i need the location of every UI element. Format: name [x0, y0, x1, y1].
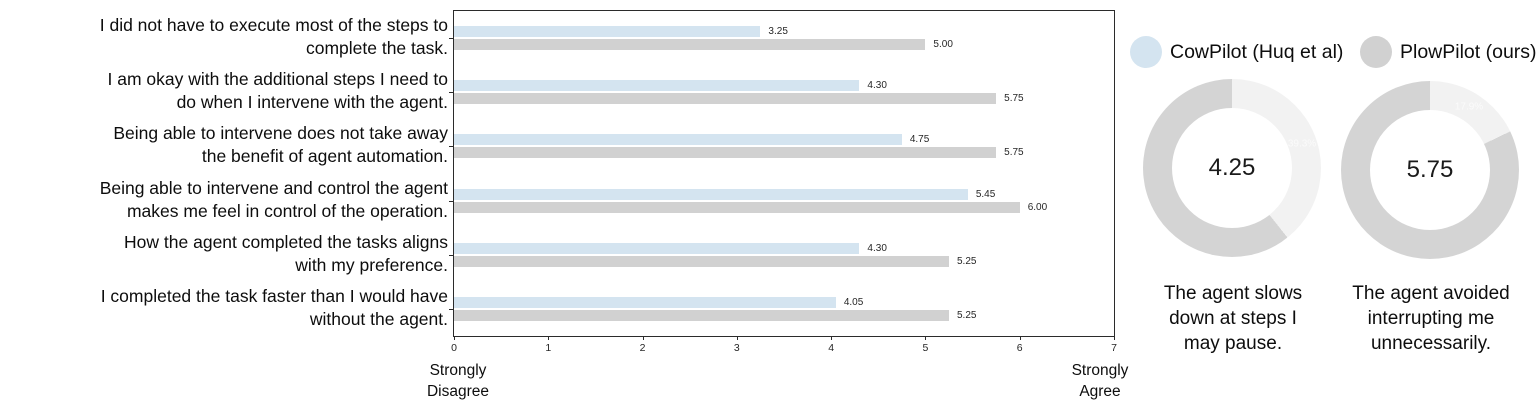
- x-axis-tick: [642, 336, 644, 340]
- axis-endpoint-label-line: Strongly: [1071, 362, 1129, 379]
- x-axis-tick: [736, 336, 738, 340]
- category-label-line: Being able to intervene does not take aw…: [113, 123, 448, 144]
- donut-caption: The agent slows down at steps I may pause.: [1127, 281, 1339, 356]
- plowpilot-bar: [454, 201, 1020, 213]
- category-label-line: makes me feel in control of the operatio…: [126, 200, 448, 221]
- donut-remainder-pct-label: 39.3%: [1287, 138, 1317, 150]
- plowpilot-bar: [454, 93, 997, 105]
- cowpilot-bar: [454, 26, 761, 38]
- donut-caption-line: interrupting me: [1367, 308, 1495, 329]
- y-axis-tick: [449, 308, 453, 310]
- donut-caption: The agent avoided interrupting me unnecess…: [1325, 281, 1536, 356]
- y-axis-tick: [449, 146, 453, 148]
- x-axis-tick: [454, 336, 455, 340]
- plowpilot-bar: [454, 309, 949, 321]
- donut-hole: 4.25: [1172, 108, 1292, 228]
- bar-value-label: 4.75: [909, 134, 930, 146]
- axis-endpoint-label-line: Disagree: [426, 383, 490, 400]
- bar-value-label: 3.25: [768, 26, 788, 38]
- bar-value-label: 5.25: [957, 309, 977, 321]
- bar-value-label: 5.25: [957, 255, 977, 267]
- axis-label-strongly-disagree: Strongly Disagree: [398, 360, 518, 402]
- bar-value-label: 5.00: [933, 39, 953, 51]
- category-label-line: How the agent completed the tasks aligns: [124, 231, 448, 252]
- x-tick-label: 2: [639, 342, 646, 354]
- legend-label: PlowPilot (ours): [1400, 41, 1536, 63]
- axis-endpoint-label-line: Strongly: [429, 362, 487, 379]
- bar-value-label: 5.75: [1004, 147, 1024, 159]
- x-tick-label: 7: [1111, 342, 1117, 354]
- category-label-line: with my preference.: [295, 254, 448, 275]
- donut-caption-line: may pause.: [1183, 333, 1283, 354]
- category-label: How the agent completed the tasks aligns…: [2, 231, 448, 277]
- x-axis-tick: [925, 336, 927, 340]
- bar-chart-plot-area: 3.25 5.00 4.30 5.75 4.75 5.75 5.45 6.00 4.30 5.25…: [449, 10, 1117, 354]
- cowpilot-bar: [454, 80, 860, 92]
- donut-caption-line: The agent slows: [1163, 283, 1303, 304]
- plowpilot-bar: [454, 39, 926, 51]
- x-axis-tick: [548, 336, 550, 340]
- donut-caption-line: The agent avoided: [1352, 283, 1510, 304]
- circle-swatch-icon: [1360, 36, 1392, 68]
- x-tick-label: 3: [733, 342, 740, 354]
- x-tick-label: 5: [922, 342, 929, 354]
- y-axis-tick: [449, 38, 453, 40]
- category-label: Being able to intervene and control the …: [2, 177, 448, 223]
- donut-caption-line: down at steps I: [1169, 308, 1297, 329]
- bar-value-label: 5.45: [975, 188, 996, 200]
- x-axis-tick: [1019, 336, 1021, 340]
- category-label: I did not have to execute most of the st…: [2, 14, 448, 60]
- bar-value-label: 4.05: [843, 296, 864, 308]
- plowpilot-bar: [454, 255, 949, 267]
- donut-chart: 4.25 39.3%: [1143, 79, 1321, 257]
- cowpilot-bar: [454, 242, 860, 254]
- cowpilot-bar: [454, 134, 902, 146]
- bar-value-label: 4.30: [867, 242, 887, 254]
- legend-label: CowPilot (Huq et al): [1170, 41, 1344, 63]
- y-axis-tick: [449, 200, 453, 202]
- category-label-line: I completed the task faster than I would…: [100, 285, 448, 306]
- category-label-line: without the agent.: [309, 308, 448, 329]
- y-axis-tick: [449, 254, 453, 256]
- bar-value-label: 6.00: [1027, 201, 1048, 213]
- cowpilot-bar: [454, 296, 836, 308]
- category-label-line: complete the task.: [305, 38, 448, 59]
- donut-remainder-pct-label: 17.9%: [1454, 101, 1484, 113]
- donut-value: 5.75: [1406, 156, 1454, 183]
- donut-chart: 5.75 17.9%: [1341, 81, 1519, 259]
- x-tick-label: 6: [1016, 342, 1023, 354]
- axis-endpoint-label-line: Agree: [1079, 383, 1121, 400]
- bar-value-label: 5.75: [1004, 93, 1024, 105]
- x-axis-tick: [1114, 336, 1115, 340]
- category-label: I am okay with the additional steps I ne…: [2, 68, 448, 114]
- donut-caption-line: unnecessarily.: [1370, 333, 1492, 354]
- category-label-line: I did not have to execute most of the st…: [99, 15, 448, 36]
- circle-swatch-icon: [1130, 36, 1162, 68]
- donut-hole: 5.75: [1370, 110, 1490, 230]
- category-label-line: do when I intervene with the agent.: [176, 92, 448, 113]
- category-label: I completed the task faster than I would…: [2, 285, 448, 331]
- bar-value-label: 4.30: [867, 80, 887, 92]
- category-label-line: I am okay with the additional steps I ne…: [107, 69, 448, 90]
- donut-value: 4.25: [1208, 154, 1256, 181]
- y-axis-tick: [449, 92, 453, 94]
- x-tick-label: 4: [828, 342, 835, 354]
- x-axis-tick: [831, 336, 833, 340]
- category-label-line: Being able to intervene and control the …: [99, 177, 448, 198]
- category-label-line: the benefit of agent automation.: [201, 146, 448, 167]
- x-tick-label: 1: [545, 342, 552, 354]
- plowpilot-bar: [454, 147, 997, 159]
- axis-label-strongly-agree: Strongly Agree: [1040, 360, 1160, 402]
- category-label: Being able to intervene does not take aw…: [2, 122, 448, 168]
- cowpilot-bar: [454, 188, 968, 200]
- x-tick-label: 0: [451, 342, 457, 354]
